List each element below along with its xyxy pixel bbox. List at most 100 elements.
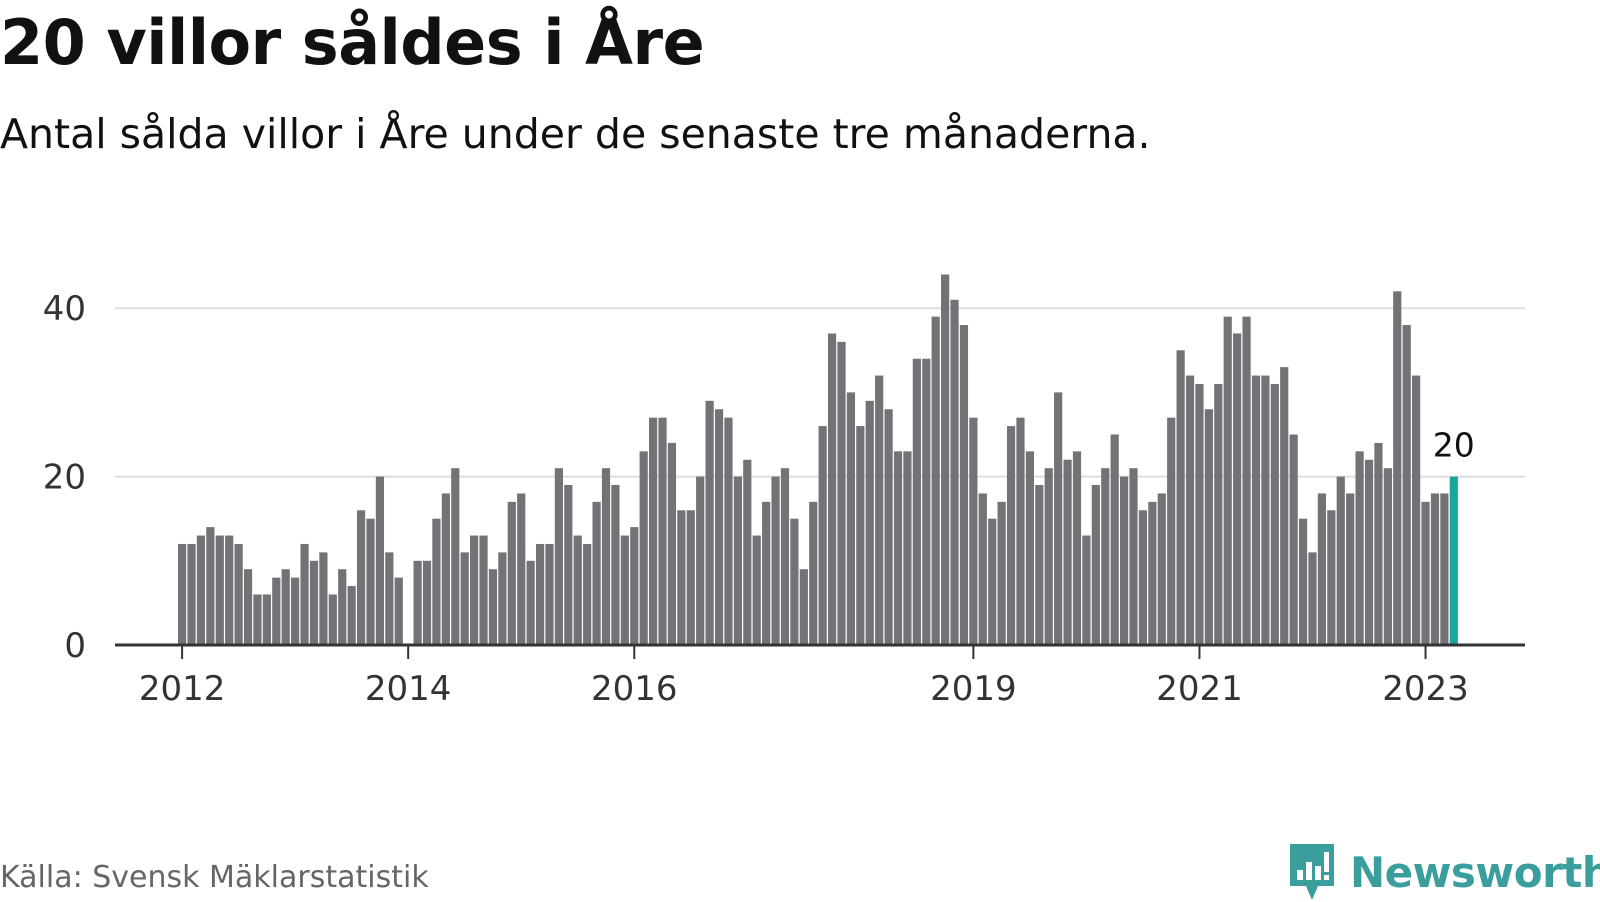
bar bbox=[1412, 375, 1421, 645]
bar bbox=[309, 560, 319, 645]
latest-value-label: 20 bbox=[1433, 426, 1475, 465]
bar bbox=[1270, 383, 1279, 645]
bar bbox=[912, 358, 921, 645]
bar bbox=[338, 569, 347, 645]
bar bbox=[950, 299, 959, 645]
bar bbox=[837, 341, 846, 645]
bar bbox=[1308, 552, 1317, 645]
bar bbox=[752, 535, 761, 645]
chart-subtitle: Antal sålda villor i Åre under de senast… bbox=[0, 110, 1151, 158]
bar bbox=[1072, 451, 1082, 645]
logo-dot bbox=[1324, 875, 1329, 880]
y-tick-label: 20 bbox=[43, 458, 86, 498]
bar bbox=[649, 417, 658, 645]
newsworthy-logo-icon bbox=[1290, 844, 1334, 900]
bar bbox=[658, 417, 667, 645]
bar bbox=[1035, 485, 1044, 645]
bar bbox=[1185, 375, 1195, 645]
bar bbox=[620, 535, 629, 645]
brand-name: Newsworthy bbox=[1350, 847, 1600, 897]
bar bbox=[1063, 459, 1072, 645]
bar bbox=[639, 451, 648, 645]
bar bbox=[1091, 485, 1100, 645]
bar bbox=[630, 527, 639, 645]
bar bbox=[1176, 350, 1185, 645]
bar bbox=[291, 577, 300, 645]
bar bbox=[1016, 417, 1025, 645]
logo-bar-2 bbox=[1306, 862, 1312, 880]
bar bbox=[347, 586, 356, 645]
bar bbox=[1364, 459, 1374, 645]
bar bbox=[573, 535, 582, 645]
bar bbox=[535, 543, 545, 645]
x-tick-label: 2019 bbox=[930, 669, 1017, 709]
bar bbox=[771, 476, 780, 645]
bar bbox=[1402, 325, 1411, 645]
bar bbox=[234, 543, 243, 645]
bar bbox=[1195, 383, 1204, 645]
bar bbox=[1261, 375, 1270, 645]
bar bbox=[1327, 510, 1336, 645]
bar bbox=[1430, 493, 1440, 645]
bar bbox=[1138, 510, 1148, 645]
bar bbox=[1289, 434, 1298, 645]
logo-bar-3 bbox=[1315, 866, 1321, 880]
bar bbox=[969, 417, 978, 645]
bar bbox=[677, 510, 686, 645]
bar bbox=[441, 493, 450, 645]
bar bbox=[903, 451, 912, 645]
logo-bar-1 bbox=[1297, 870, 1303, 880]
bar bbox=[790, 518, 799, 645]
bar bbox=[705, 400, 714, 645]
bar bbox=[827, 333, 837, 645]
bar bbox=[319, 552, 328, 645]
source-note: Källa: Svensk Mäklarstatistik bbox=[0, 860, 429, 895]
bar-chart: 0 20 40 2012 2014 2016 2019 2021 2023 20 bbox=[43, 274, 1525, 709]
bar bbox=[931, 316, 940, 645]
bar bbox=[1148, 501, 1157, 645]
bar bbox=[1449, 476, 1458, 645]
bar bbox=[1129, 468, 1138, 645]
bar bbox=[281, 569, 290, 645]
bar bbox=[922, 358, 931, 645]
x-tick-label: 2021 bbox=[1156, 669, 1243, 709]
bar bbox=[1355, 451, 1364, 645]
bar bbox=[818, 426, 827, 645]
bar bbox=[375, 476, 385, 645]
bar bbox=[394, 577, 403, 645]
bar bbox=[206, 527, 215, 645]
bar bbox=[526, 560, 535, 645]
bar bbox=[611, 485, 620, 645]
bar bbox=[780, 468, 790, 645]
bar bbox=[762, 501, 771, 645]
bar bbox=[460, 552, 469, 645]
x-tick-label: 2016 bbox=[591, 669, 678, 709]
bar bbox=[554, 468, 563, 645]
bar bbox=[884, 409, 893, 645]
bar bbox=[1025, 451, 1034, 645]
bar bbox=[1167, 417, 1176, 645]
brand-logo: Newsworthy bbox=[1288, 842, 1600, 902]
bar bbox=[1082, 535, 1091, 645]
bar bbox=[724, 417, 733, 645]
bar bbox=[328, 594, 337, 645]
bar bbox=[601, 468, 611, 645]
bar bbox=[1204, 409, 1213, 645]
y-tick-label: 40 bbox=[43, 289, 86, 329]
bar bbox=[564, 485, 573, 645]
bar bbox=[366, 518, 375, 645]
bar bbox=[1233, 333, 1242, 645]
bar bbox=[422, 560, 432, 645]
chart-title: 20 villor såldes i Åre bbox=[0, 6, 705, 79]
bar bbox=[1346, 493, 1355, 645]
bar bbox=[686, 510, 695, 645]
bar bbox=[809, 501, 818, 645]
bar bbox=[479, 535, 488, 645]
bar bbox=[517, 493, 526, 645]
bar bbox=[714, 409, 724, 645]
x-tick-label: 2023 bbox=[1382, 669, 1469, 709]
bar bbox=[356, 510, 366, 645]
bar bbox=[545, 543, 554, 645]
bar bbox=[865, 400, 874, 645]
bar bbox=[1383, 468, 1392, 645]
